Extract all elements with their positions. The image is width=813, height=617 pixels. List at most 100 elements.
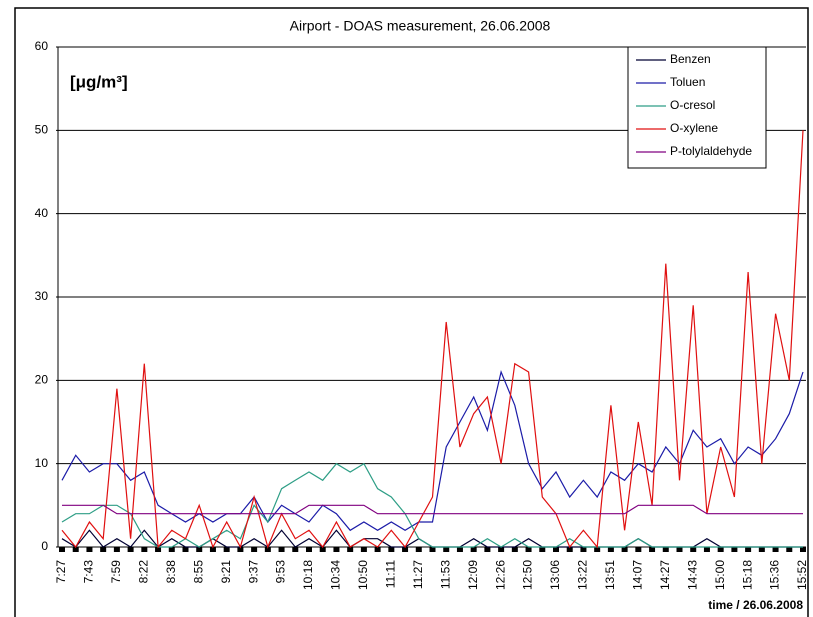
x-tick-label: 10:34 [329,560,343,590]
x-tick-mark [786,547,793,552]
x-tick-mark [758,547,765,552]
x-tick-mark [333,547,340,552]
x-tick-label: 13:51 [603,560,617,590]
x-tick-mark [168,547,175,552]
x-tick-mark [306,547,312,552]
frame [14,7,809,617]
x-tick-label: 8:55 [191,560,205,584]
series-line [61,529,803,548]
x-tick-mark [292,547,299,552]
legend-label: P-tolylaldehyde [670,144,752,158]
x-tick-mark [113,547,120,552]
x-tick-mark [59,547,65,552]
unit-label: [μg/m³] [70,72,128,91]
x-tick-mark [470,547,477,552]
x-tick-mark [388,547,395,552]
x-tick-mark [223,547,230,552]
y-tick-label: 10 [35,456,49,470]
x-tick-label: 8:22 [137,560,151,584]
x-tick-mark [127,547,134,552]
x-tick-mark [511,547,518,552]
y-tick-label: 50 [35,123,49,137]
x-tick-mark [72,547,79,552]
x-tick-mark [251,547,258,552]
x-tick-mark [553,547,559,552]
series-line [61,370,804,532]
y-tick-label: 60 [35,39,49,53]
x-tick-mark [690,547,697,552]
x-tick-mark [566,547,573,552]
x-tick-label: 14:07 [631,560,645,590]
x-tick-mark [319,547,326,552]
x-tick-label: 11:27 [411,560,425,589]
x-tick-mark [484,547,491,552]
x-tick-mark [182,547,189,552]
x-tick-label: 9:37 [246,560,260,584]
x-tick-mark [703,547,710,552]
y-tick-label: 40 [35,206,49,220]
x-tick-mark [264,547,271,552]
x-tick-label: 15:00 [713,560,727,590]
x-tick-label: 9:21 [219,560,233,584]
x-tick-mark [429,547,436,552]
x-tick-label: 14:43 [685,560,699,590]
x-tick-mark [800,547,806,552]
x-tick-label: 11:11 [384,560,398,589]
x-tick-label: 7:27 [54,560,68,584]
series-line [62,504,803,515]
x-tick-mark [374,547,381,552]
y-tick-label: 30 [35,289,49,303]
x-tick-mark [731,547,738,552]
x-tick-label: 7:59 [109,560,123,584]
x-tick-mark [594,547,601,552]
legend-label: O-cresol [670,98,715,112]
x-tick-mark [443,547,450,552]
x-tick-label: 12:26 [493,560,507,590]
x-tick-mark [141,547,148,552]
x-tick-mark [498,547,505,552]
x-tick-mark [539,547,546,552]
series-line [61,130,804,549]
x-tick-mark [676,547,683,552]
x-tick-mark [525,547,532,552]
x-tick-mark [456,547,463,552]
legend-box [627,46,767,169]
x-tick-mark [649,547,656,552]
x-tick-label: 8:38 [164,560,178,584]
x-tick-mark [580,547,587,552]
x-tick-mark [196,547,203,552]
legend-label: Toluen [670,75,705,89]
x-tick-mark [717,547,724,552]
x-tick-mark [347,547,354,552]
x-tick-mark [100,547,107,552]
x-tick-mark [745,547,752,552]
x-tick-mark [635,547,642,552]
x-tick-mark [607,547,614,552]
x-tick-mark [237,547,244,552]
x-tick-mark [278,547,285,552]
legend-label: O-xylene [670,121,718,135]
x-tick-label: 13:06 [548,560,562,590]
x-axis-label: time / 26.06.2008 [708,598,803,612]
x-tick-mark [360,547,367,552]
x-tick-mark [772,547,779,552]
x-tick-mark [621,547,628,552]
x-tick-label: 12:09 [466,560,480,590]
x-tick-label: 14:27 [658,560,672,590]
x-tick-mark [209,547,216,552]
x-tick-label: 7:43 [82,560,96,584]
legend-label: Benzen [670,52,711,66]
x-tick-label: 10:50 [356,560,370,590]
x-tick-mark [662,547,669,552]
y-tick-label: 0 [41,539,48,553]
x-tick-label: 13:22 [576,560,590,590]
x-tick-label: 12:50 [521,560,535,590]
x-tick-label: 15:52 [795,560,809,590]
x-tick-label: 15:18 [740,560,754,590]
x-tick-label: 9:53 [274,560,288,584]
x-tick-label: 15:36 [768,560,782,590]
y-tick-label: 20 [35,373,49,387]
x-tick-mark [155,547,162,552]
x-tick-mark [86,547,93,552]
